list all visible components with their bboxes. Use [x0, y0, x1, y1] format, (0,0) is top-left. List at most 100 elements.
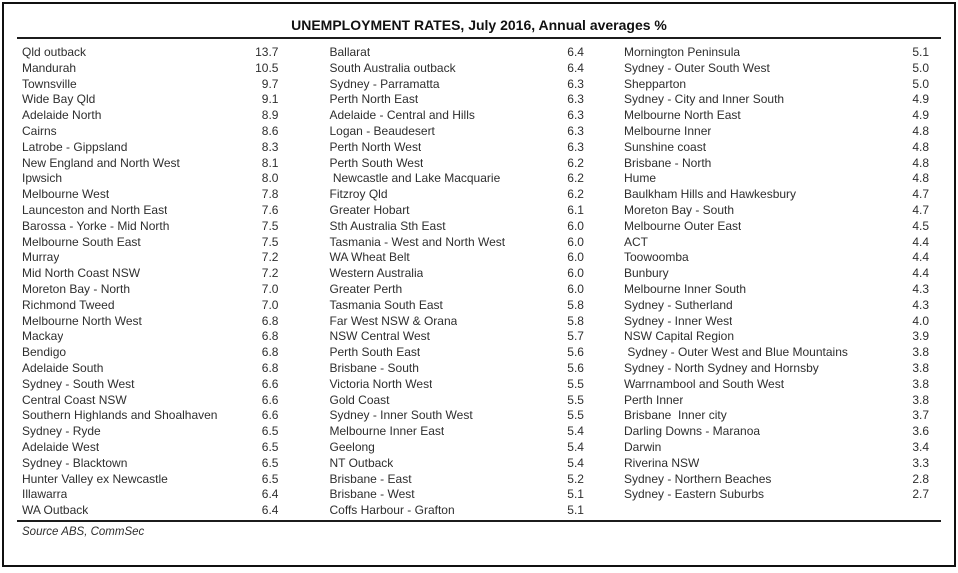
table-row: Mornington Peninsula 5.1: [624, 45, 929, 61]
table-row: Melbourne West 7.8: [22, 187, 278, 203]
table-row: Moreton Bay - South 4.7: [624, 203, 929, 219]
rate-value: 5.0: [912, 60, 929, 75]
rate-value: 4.3: [912, 297, 929, 312]
page-title: UNEMPLOYMENT RATES, July 2016, Annual av…: [291, 17, 667, 33]
table-row: Adelaide South 6.8: [22, 361, 278, 377]
table-row: Melbourne North West 6.8: [22, 314, 278, 330]
rate-value: 4.4: [912, 250, 929, 265]
region-label: Sydney - Sutherland: [623, 297, 733, 312]
region-label: Sydney - Inner South West: [329, 408, 473, 423]
table-row: Brisbane - East 5.2: [329, 472, 584, 488]
table-row: Ipwsich 8.0: [22, 171, 278, 187]
table-row: Sydney - Inner South West 5.5: [329, 408, 584, 424]
rate-value: 6.4: [567, 45, 584, 59]
table-row: Brisbane - West 5.1: [329, 487, 584, 503]
rate-value: 5.4: [567, 439, 584, 454]
region-label: Sth Australia Sth East: [329, 218, 446, 233]
region-label: Logan - Beaudesert: [329, 123, 435, 138]
table-row: Sydney - South West 6.6: [22, 377, 278, 393]
table-row: Adelaide North 8.9: [22, 108, 278, 124]
region-label: Perth Inner: [623, 392, 684, 407]
rate-value: 2.7: [912, 487, 929, 502]
rate-value: 9.7: [261, 76, 279, 91]
table-row: Sydney - Sutherland 4.3: [624, 298, 929, 314]
region-label: Victoria North West: [329, 376, 433, 391]
region-label: WA Wheat Belt: [329, 250, 410, 265]
region-label: Coffs Harbour - Grafton: [329, 503, 455, 518]
table-row: Barossa - Yorke - Mid North 7.5: [22, 219, 278, 235]
region-label: Sydney - City and Inner South: [623, 92, 785, 107]
region-label: Far West NSW & Orana: [329, 313, 458, 328]
table-row: Sydney - Eastern Suburbs 2.7: [624, 487, 929, 503]
region-label: Hunter Valley ex Newcastle: [22, 471, 168, 486]
table-row: Brisbane Inner city 3.7: [624, 408, 929, 424]
rate-value: 7.0: [261, 281, 279, 296]
region-label: Brisbane - North: [623, 155, 712, 170]
table-row: South Australia outback 6.4: [329, 61, 584, 77]
rate-value: 5.2: [567, 471, 584, 486]
table-row: Melbourne South East 7.5: [22, 235, 278, 251]
rate-value: 5.6: [567, 345, 584, 360]
rate-value: 5.1: [567, 503, 584, 518]
table-row: NSW Central West 5.7: [329, 329, 584, 345]
table-row: Hunter Valley ex Newcastle 6.5: [22, 472, 278, 488]
rate-value: 4.8: [912, 123, 929, 138]
rate-value: 3.9: [912, 329, 929, 344]
table-row: Central Coast NSW 6.6: [22, 393, 278, 409]
rate-value: 7.8: [261, 187, 279, 202]
region-label: Sunshine coast: [623, 139, 707, 154]
rate-value: 4.0: [912, 313, 929, 328]
region-label: Adelaide South: [22, 360, 104, 375]
region-label: Sydney - Blacktown: [22, 455, 128, 470]
table-row: Logan - Beaudesert 6.3: [329, 124, 584, 140]
table-row: Shepparton 5.0: [624, 77, 929, 93]
table-row: Warrnambool and South West 3.8: [624, 377, 929, 393]
rate-value: 5.6: [567, 360, 584, 375]
table-column: Ballarat 6.4 South Australia outback 6.4 Syd…: [329, 45, 584, 519]
rate-value: 3.8: [912, 360, 929, 375]
rate-value: 6.1: [567, 202, 584, 217]
rate-value: 5.4: [567, 455, 584, 470]
table-row: Melbourne Inner South 4.3: [624, 282, 929, 298]
table-row: Coffs Harbour - Grafton 5.1: [329, 503, 584, 519]
region-label: Darwin: [623, 439, 662, 454]
table-row: Melbourne Inner 4.8: [624, 124, 929, 140]
rate-value: 5.5: [567, 392, 584, 407]
rate-value: 5.5: [567, 408, 584, 423]
table-row: NT Outback 5.4: [329, 456, 584, 472]
region-label: Townsville: [22, 76, 77, 91]
table-row: Qld outback 13.7: [22, 45, 278, 61]
region-label: Murray: [22, 250, 60, 265]
region-label: Sydney - Outer South West: [623, 60, 770, 75]
table-row: Melbourne Outer East 4.5: [624, 219, 929, 235]
region-label: Brisbane - West: [329, 487, 415, 502]
table-row: Sydney - Blacktown 6.5: [22, 456, 278, 472]
table-row: Perth South East 5.6: [329, 345, 584, 361]
region-label: Fitzroy Qld: [329, 187, 388, 202]
rate-value: 6.2: [567, 155, 584, 170]
region-label: Latrobe - Gippsland: [22, 139, 128, 154]
region-label: Cairns: [22, 123, 57, 138]
table-row: Sydney - Outer South West 5.0: [624, 61, 929, 77]
table-row: NSW Capital Region 3.9: [624, 329, 929, 345]
table-row: Sydney - City and Inner South 4.9: [624, 92, 929, 108]
rate-value: 4.7: [912, 202, 929, 217]
region-label: Greater Perth: [329, 281, 403, 296]
table-row: Sth Australia Sth East 6.0: [329, 219, 584, 235]
rate-value: 5.4: [567, 424, 584, 439]
rate-value: 3.8: [912, 345, 929, 360]
region-label: Darling Downs - Maranoa: [623, 424, 761, 439]
rate-value: 8.6: [261, 123, 279, 138]
region-label: Tasmania South East: [329, 297, 443, 312]
source-note: Source ABS, CommSec: [22, 525, 145, 538]
footer-divider: [17, 519, 941, 522]
table-row: Greater Perth 6.0: [329, 282, 584, 298]
table-row: Sydney - North Sydney and Hornsby 3.8: [624, 361, 929, 377]
rate-value: 8.0: [261, 171, 279, 186]
rate-value: 6.6: [261, 392, 279, 407]
table-row: Adelaide West 6.5: [22, 440, 278, 456]
region-label: ACT: [623, 234, 648, 249]
table-row: Townsville 9.7: [22, 77, 278, 93]
rate-value: 4.4: [912, 234, 929, 249]
region-label: Mandurah: [22, 60, 77, 75]
